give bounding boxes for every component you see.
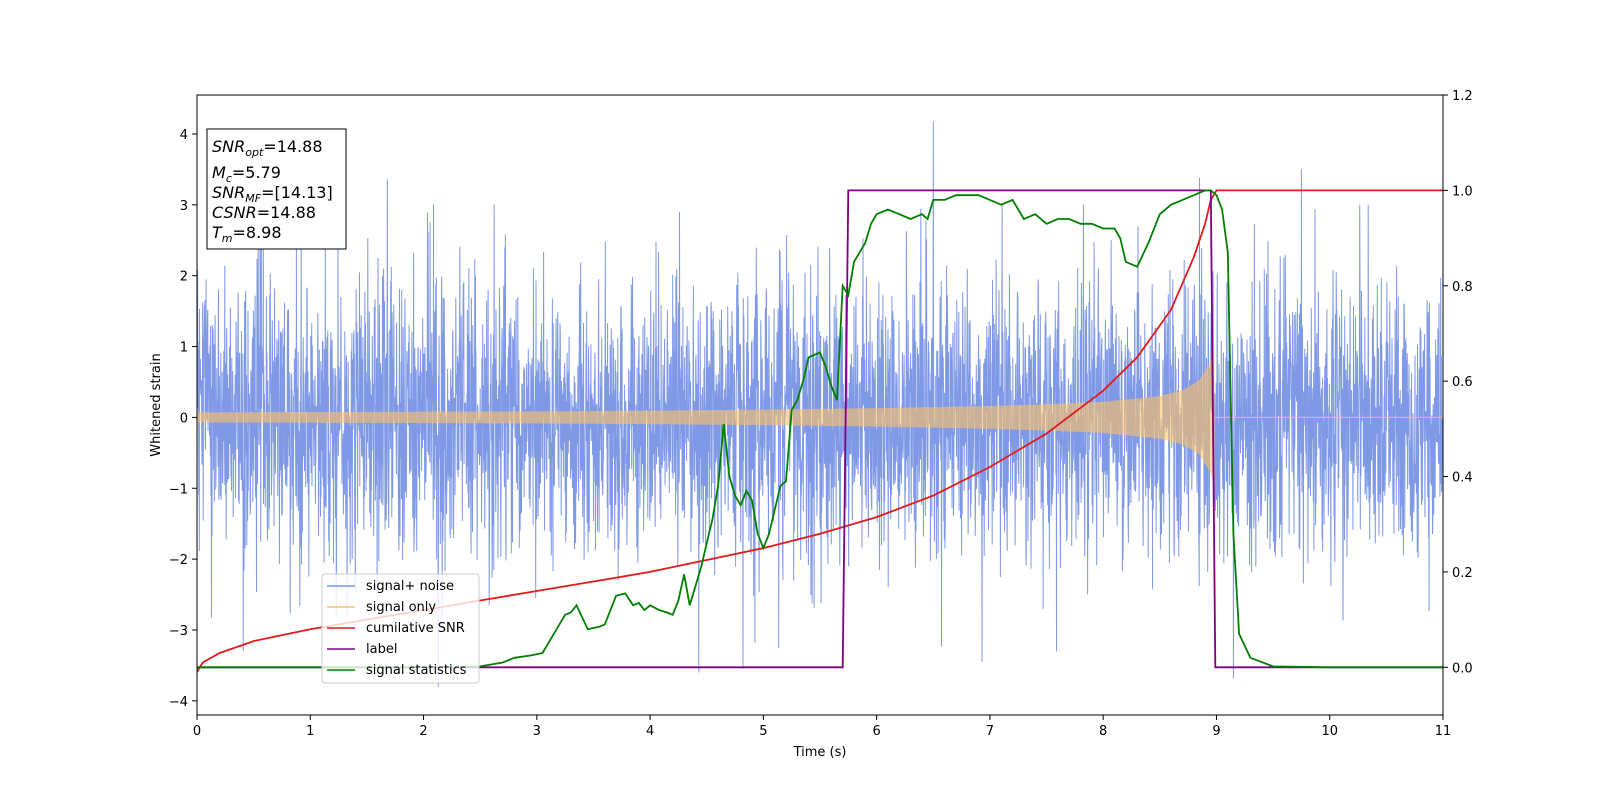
y-right-tick-label: 1.2 [1452,89,1473,104]
x-axis-label: Time (s) [793,745,847,760]
x-tick-label: 6 [872,724,880,739]
x-tick-label: 1 [306,724,314,739]
x-tick-label: 3 [533,724,541,739]
legend-label: signal statistics [366,663,467,678]
x-tick-label: 4 [646,724,654,739]
y-right-tick-label: 1.0 [1452,184,1473,199]
y-right-tick-label: 0.6 [1452,375,1473,390]
x-tick-label: 11 [1435,724,1452,739]
y-left-tick-label: −1 [169,482,188,497]
x-tick-label: 5 [759,724,767,739]
y-right-tick-label: 0.2 [1452,566,1473,581]
annotation-tm: Tm=8.98 [212,223,282,245]
annotation-box: SNRopt=14.88 Mc=5.79 SNRMF=[14.13] CSNR=… [206,128,347,250]
x-tick-label: 2 [419,724,427,739]
y-right-tick-label: 0.4 [1452,471,1473,486]
annotation-csnr: CSNR=14.88 [212,203,316,222]
x-tick-label: 7 [986,724,994,739]
y-right-axis-ticks: 0.0 0.2 0.4 0.6 0.8 1.0 1.2 [1443,89,1473,676]
y-left-tick-label: 4 [180,128,188,143]
legend-label: signal only [366,600,436,615]
y-left-tick-label: 3 [180,199,188,214]
y-left-axis-ticks: −4 −3 −2 −1 0 1 2 3 4 [169,128,197,710]
annotation-mc: Mc=5.79 [212,163,281,185]
legend-item-label: label [327,642,397,657]
x-axis-ticks: 0 1 2 3 4 5 6 7 8 9 10 11 [193,715,1451,739]
y-left-tick-label: 2 [180,270,188,285]
legend-label: cumilative SNR [366,621,465,636]
y-left-tick-label: 0 [180,411,188,426]
legend-item-signal-only: signal only [327,600,436,615]
signal-noise-series [197,121,1443,687]
annotation-snr-opt: SNRopt=14.88 [212,137,323,159]
right-axis-series [197,189,1443,673]
legend-item-signal-statistics: signal statistics [327,663,467,678]
y-left-tick-label: −2 [169,553,188,568]
label-line [197,189,1443,669]
annotation-snr-mf: SNRMF=[14.13] [212,183,333,205]
y-left-tick-label: −3 [169,624,188,639]
y-axis-label: Whitened strain [149,353,164,456]
cumilative-snr-line [197,189,1443,673]
legend-label: label [366,642,397,657]
signal-only-line [197,351,1215,485]
plot-frame [196,94,1444,716]
legend-item-signal-noise: signal+ noise [327,579,454,594]
x-tick-label: 9 [1212,724,1220,739]
x-tick-label: 8 [1099,724,1107,739]
y-right-tick-label: 0.0 [1452,661,1473,676]
y-right-tick-label: 0.8 [1452,280,1473,295]
y-left-tick-label: −4 [169,695,188,710]
legend-label: signal+ noise [366,579,454,594]
x-tick-label: 10 [1321,724,1338,739]
signal-noise-line [197,121,1443,687]
signal-only-series [197,351,1443,485]
legend-item-cumulative-snr: cumilative SNR [327,621,465,636]
x-tick-label: 0 [193,724,201,739]
y-left-tick-label: 1 [180,341,188,356]
legend: signal+ noise signal only cumilative SNR… [321,573,480,684]
signal-statistics-line [197,189,1443,669]
